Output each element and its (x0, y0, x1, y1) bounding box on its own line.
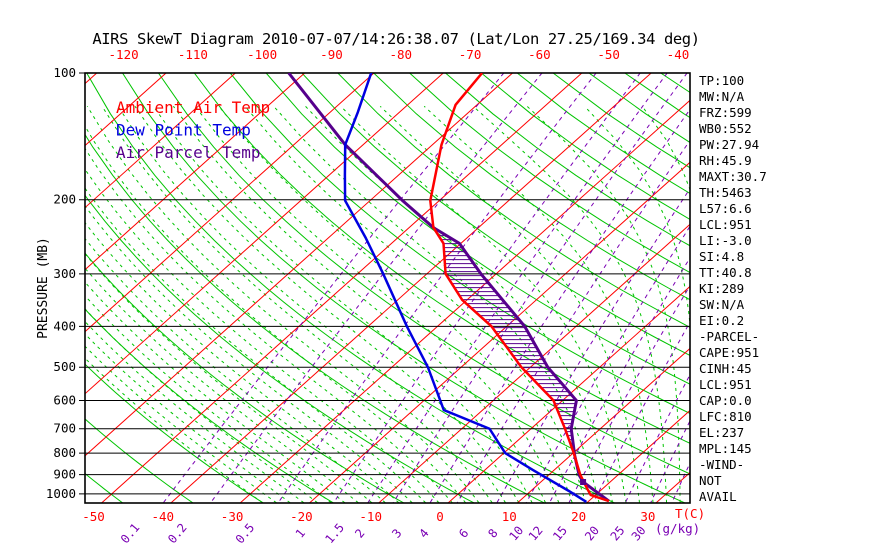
stat-line: SI:4.8 (699, 249, 744, 264)
stat-line: CINH:45 (699, 361, 752, 376)
plot-frame (84, 72, 691, 504)
mixing-ratio-tick-label: 20 (582, 523, 602, 543)
pressure-tick-label: 900 (53, 467, 76, 482)
legend-item: Dew Point Temp (116, 121, 251, 140)
stat-line: EI:0.2 (699, 313, 744, 328)
bottom-temp-tick-label: -30 (221, 509, 244, 524)
pressure-axis-labels: 100 200 300 400 500 600 700 800 900 1000 (46, 65, 76, 501)
top-temp-tick-label: -110 (178, 47, 208, 62)
mixing-ratio-tick-label: 15 (550, 523, 570, 543)
stat-line: KI:289 (699, 281, 744, 296)
pressure-tick-label: 100 (53, 65, 76, 80)
mixing-ratio-tick-label: 30 (629, 523, 649, 543)
stat-line: PW:27.94 (699, 137, 759, 152)
mixing-unit-label: (g/kg) (655, 521, 700, 536)
mixing-ratio-tick-label: 1 (293, 526, 308, 541)
stat-line: FRZ:599 (699, 105, 752, 120)
bottom-temp-tick-label: -50 (82, 509, 105, 524)
top-temp-axis-labels: -120 -110 -100 -90 -80 -70 -60 -50 -40 (109, 47, 690, 62)
parcel-temp-curve (287, 73, 610, 503)
stat-line: TP:100 (699, 73, 744, 88)
bottom-temp-tick-label: 30 (640, 509, 655, 524)
mixing-ratio-axis-labels: 0.1 0.2 0.5 1 1.5 2 3 4 6 8 10 12 15 20 25 30 (g/kg) (118, 521, 700, 547)
bottom-temp-tick-label: 10 (502, 509, 517, 524)
chart-title: AIRS SkewT Diagram 2010-07-07/14:26:38.0… (92, 30, 700, 48)
stat-line: RH:45.9 (699, 153, 752, 168)
mixing-ratio-tick-label: 3 (389, 526, 404, 541)
pressure-tick-label: 300 (53, 266, 76, 281)
stat-line: NOT (699, 473, 722, 488)
stat-line: AVAIL (699, 489, 737, 504)
top-temp-tick-label: -120 (109, 47, 139, 62)
mixing-ratio-tick-label: 0.2 (165, 521, 190, 547)
stat-line: MAXT:30.7 (699, 169, 767, 184)
bottom-temp-tick-label: 20 (571, 509, 586, 524)
mixing-ratio-tick-label: 4 (416, 526, 431, 541)
bottom-temp-tick-label: -20 (290, 509, 313, 524)
mixing-ratio-tick-label: 8 (485, 526, 500, 541)
stat-line: LCL:951 (699, 377, 752, 392)
stat-line: TH:5463 (699, 185, 752, 200)
bottom-temp-axis-labels: -50 -40 -30 -20 -10 0 10 20 30 T(C) (82, 506, 705, 524)
pressure-tick-label: 200 (53, 192, 76, 207)
pressure-tick-label: 700 (53, 421, 76, 436)
pressure-tick-label: 400 (53, 318, 76, 333)
stat-line: SW:N/A (699, 297, 745, 312)
stat-line: CAPE:951 (699, 345, 759, 360)
bottom-temp-tick-label: 0 (436, 509, 444, 524)
pressure-tick-label: 500 (53, 359, 76, 374)
bottom-temp-tick-label: -40 (152, 509, 175, 524)
stat-line: TT:40.8 (699, 265, 752, 280)
stat-line: MPL:145 (699, 441, 752, 456)
temp-unit-label: T(C) (675, 506, 705, 521)
top-temp-tick-label: -90 (320, 47, 343, 62)
top-temp-tick-label: -100 (247, 47, 277, 62)
legend-item: Air Parcel Temp (116, 143, 261, 162)
top-temp-tick-label: -70 (459, 47, 482, 62)
mixing-ratio-tick-label: 6 (456, 526, 471, 541)
stats-panel: TP:100MW:N/AFRZ:599WB0:552PW:27.94RH:45.… (699, 73, 767, 504)
mixing-ratio-tick-label: 1.5 (322, 521, 347, 547)
stat-line: MW:N/A (699, 89, 745, 104)
stat-line: -WIND- (699, 457, 744, 472)
moist-adiabat-grid (85, 105, 690, 503)
pressure-tick-label: 1000 (46, 486, 76, 501)
stat-line: LFC:810 (699, 409, 752, 424)
pressure-axis-title: PRESSURE (MB) (36, 237, 51, 339)
isotherm-grid (85, 73, 690, 503)
mixing-ratio-tick-label: 2 (352, 526, 367, 541)
pressure-axis-title: PRESSURE (MB) (36, 237, 51, 339)
mixing-ratio-tick-label: 25 (608, 523, 628, 543)
ambient-temp-curve (429, 73, 610, 503)
legend: Ambient Air Temp Dew Point Temp Air Parcel… (116, 98, 270, 162)
stat-line: WB0:552 (699, 121, 752, 136)
stat-line: L57:6.6 (699, 201, 752, 216)
mixing-ratio-tick-label: 12 (526, 523, 546, 543)
mixing-ratio-tick-label: 0.1 (118, 521, 143, 547)
stat-line: LCL:951 (699, 217, 752, 232)
top-temp-tick-label: -60 (528, 47, 551, 62)
top-temp-tick-label: -40 (667, 47, 690, 62)
pressure-tick-label: 800 (53, 445, 76, 460)
dew-point-curve (343, 73, 588, 503)
mixing-ratio-tick-label: 10 (506, 523, 526, 543)
profile-curves (287, 73, 610, 503)
top-temp-tick-label: -50 (597, 47, 620, 62)
mixing-ratio-grid (162, 73, 690, 503)
pressure-tick-label: 600 (53, 393, 76, 408)
cape-hatch (435, 231, 576, 445)
mixing-ratio-tick-label: 0.5 (233, 521, 258, 547)
bottom-temp-tick-label: -10 (359, 509, 382, 524)
stat-line: CAP:0.0 (699, 393, 752, 408)
stat-line: LI:-3.0 (699, 233, 752, 248)
stat-line: -PARCEL- (699, 329, 759, 344)
lcl-marker (580, 479, 587, 486)
top-temp-tick-label: -80 (389, 47, 412, 62)
stat-line: EL:237 (699, 425, 744, 440)
legend-item: Ambient Air Temp (116, 98, 270, 117)
